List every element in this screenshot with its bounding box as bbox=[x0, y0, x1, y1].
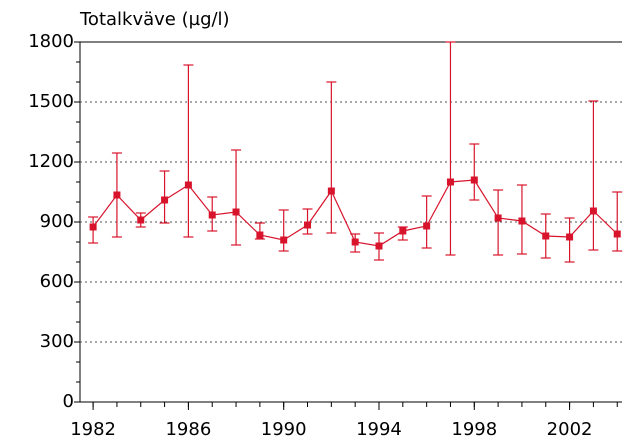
marker bbox=[304, 221, 312, 229]
x-tick-label: 1994 bbox=[356, 419, 402, 440]
x-tick-label: 1986 bbox=[165, 419, 211, 440]
marker bbox=[470, 176, 478, 184]
marker bbox=[518, 217, 526, 225]
y-tick-label: 0 bbox=[63, 391, 74, 412]
marker bbox=[137, 216, 145, 224]
y-tick-label: 1200 bbox=[28, 151, 74, 172]
x-tick-label: 1982 bbox=[70, 419, 116, 440]
chart-title: Totalkväve (µg/l) bbox=[79, 9, 230, 30]
marker bbox=[399, 227, 407, 235]
marker bbox=[494, 214, 502, 222]
marker bbox=[161, 196, 169, 204]
marker bbox=[446, 178, 454, 186]
marker bbox=[280, 236, 288, 244]
marker bbox=[89, 223, 97, 231]
x-tick-label: 1990 bbox=[261, 419, 307, 440]
marker bbox=[256, 231, 264, 239]
y-tick-label: 1800 bbox=[28, 31, 74, 52]
marker bbox=[589, 207, 597, 215]
marker bbox=[351, 238, 359, 246]
marker bbox=[613, 230, 621, 238]
y-tick-label: 900 bbox=[40, 211, 74, 232]
y-tick-label: 600 bbox=[40, 271, 74, 292]
y-tick-label: 300 bbox=[40, 331, 74, 352]
marker bbox=[113, 191, 121, 199]
marker bbox=[184, 181, 192, 189]
marker bbox=[232, 208, 240, 216]
marker bbox=[423, 222, 431, 230]
marker bbox=[208, 211, 216, 219]
marker bbox=[327, 187, 335, 195]
x-tick-label: 1998 bbox=[451, 419, 497, 440]
marker bbox=[566, 233, 574, 241]
marker bbox=[542, 232, 550, 240]
marker bbox=[375, 242, 383, 250]
y-tick-label: 1500 bbox=[28, 91, 74, 112]
x-tick-label: 2002 bbox=[547, 419, 593, 440]
